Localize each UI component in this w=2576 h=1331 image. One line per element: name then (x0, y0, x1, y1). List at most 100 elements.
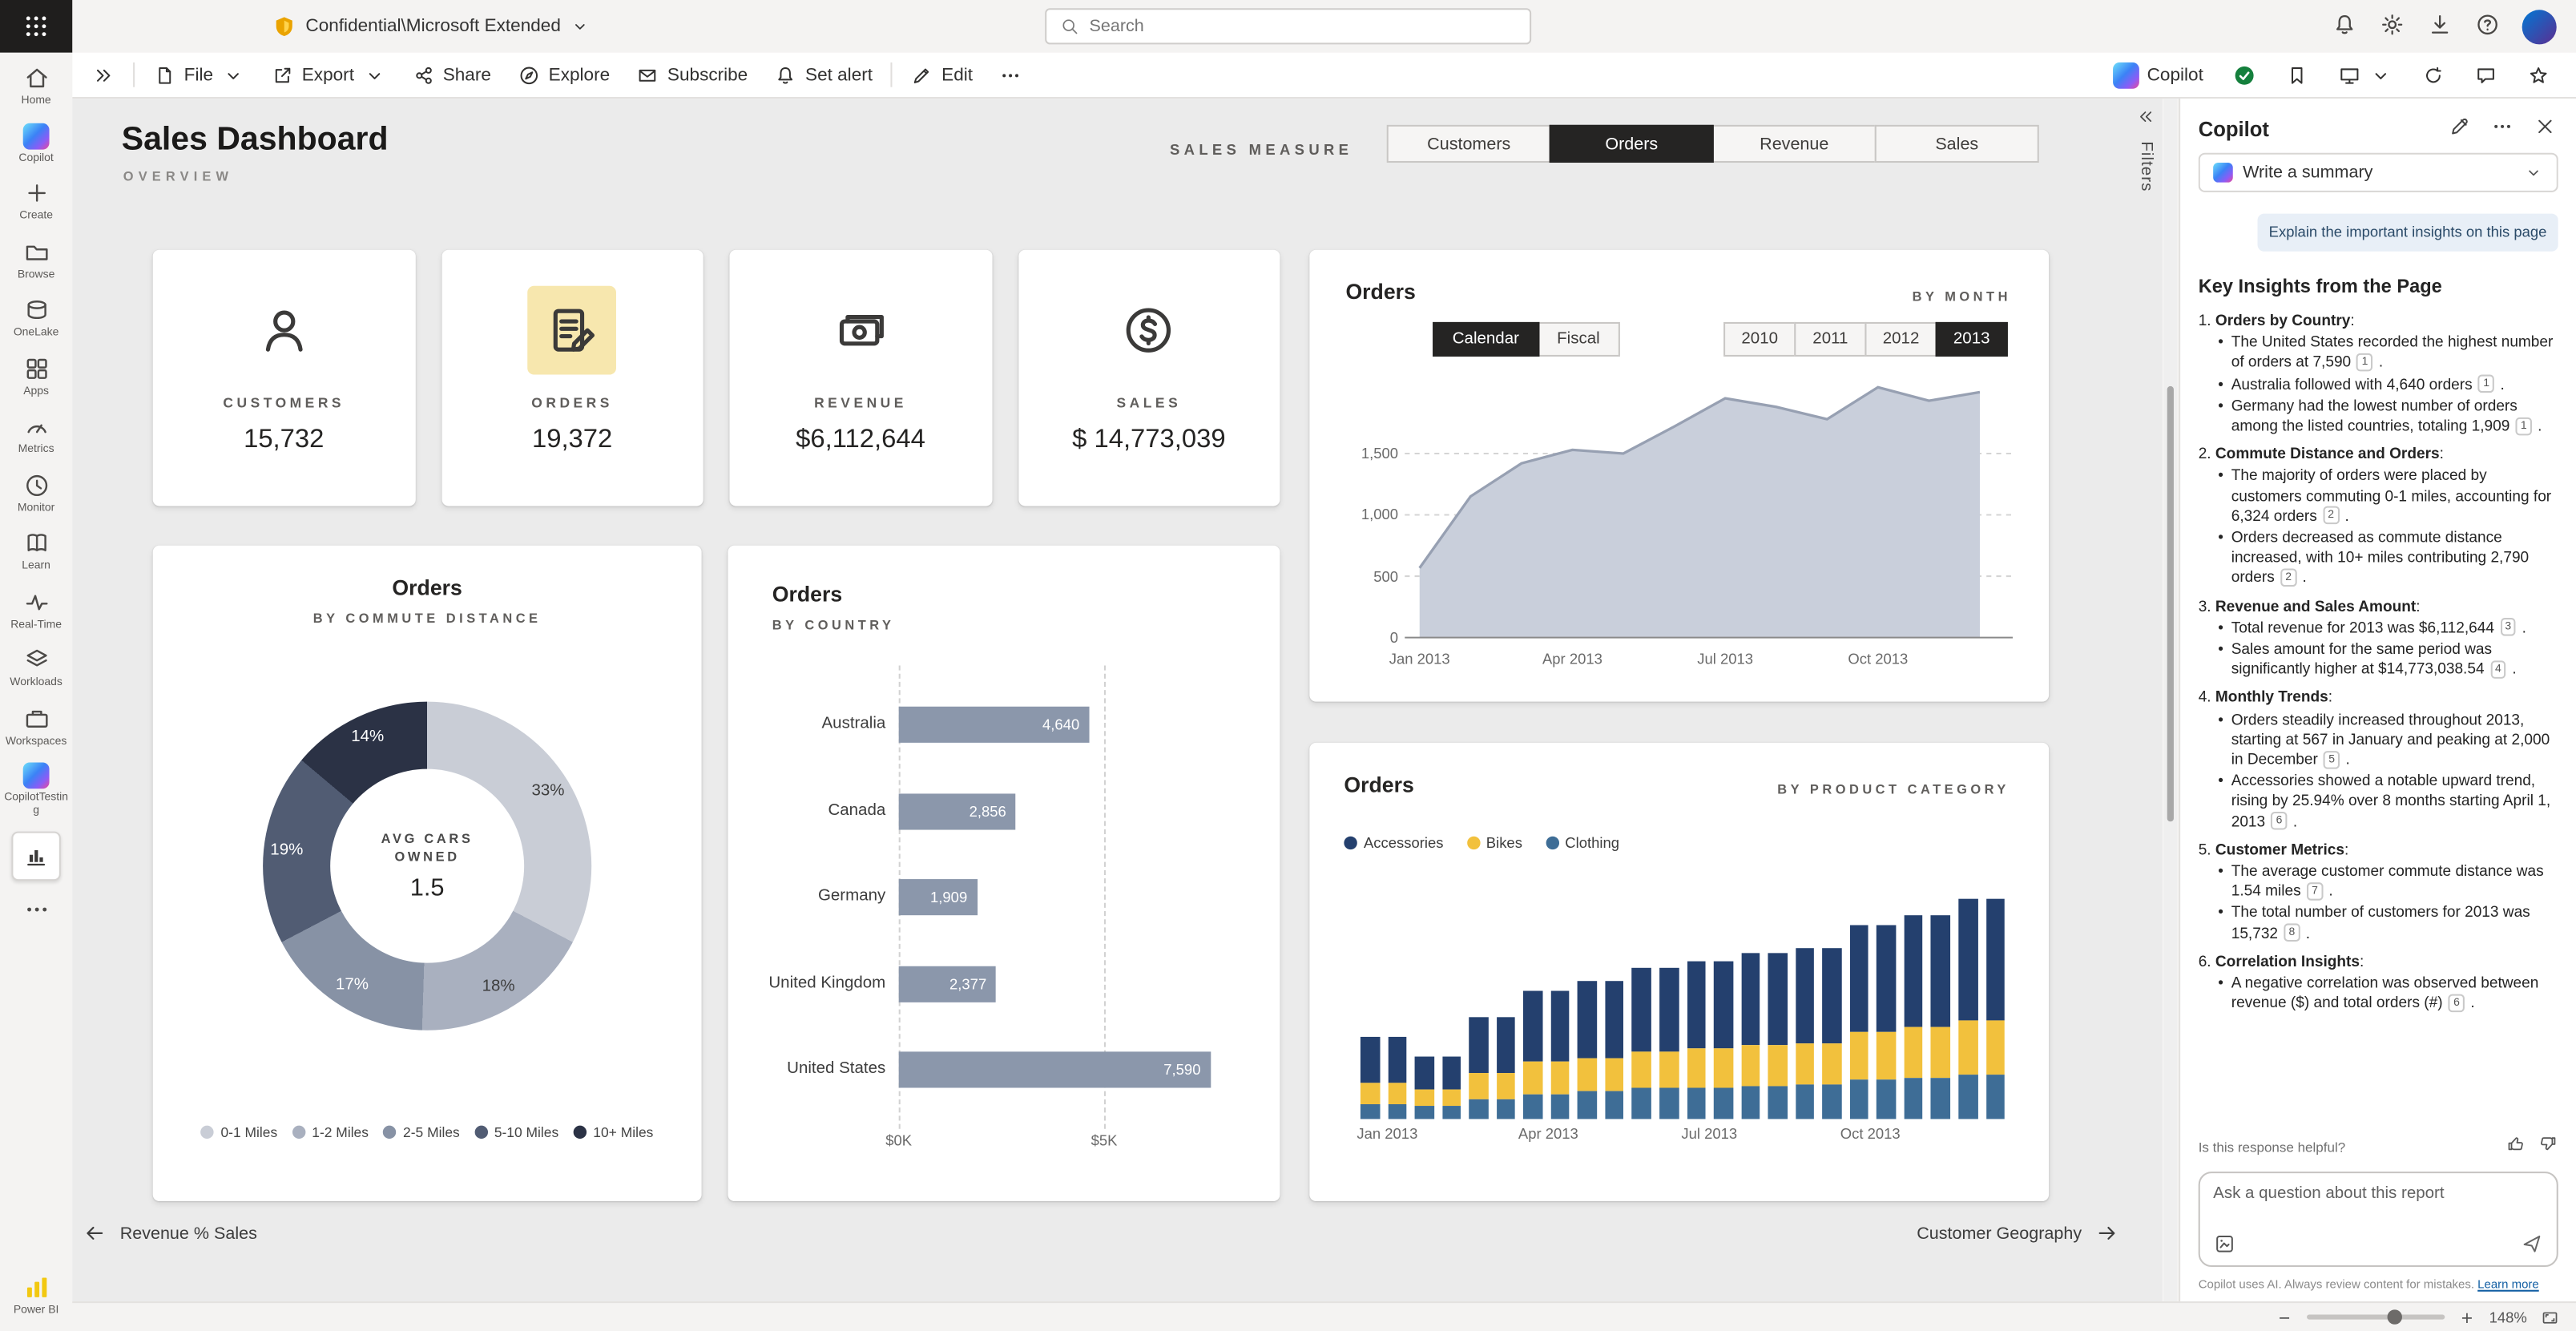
stacked-column[interactable] (1931, 915, 1951, 1119)
sidebar-item-copilot[interactable]: Copilot (0, 116, 72, 173)
sidebar-item-metrics[interactable]: Metrics (0, 405, 72, 464)
download-button[interactable] (2427, 10, 2453, 42)
notifications-button[interactable] (2332, 10, 2358, 42)
citation-chip[interactable]: 6 (2448, 994, 2465, 1012)
citation-chip[interactable]: 1 (2478, 374, 2495, 393)
measure-button-sales[interactable]: Sales (1874, 124, 2039, 163)
year-button-2013[interactable]: 2013 (1935, 321, 2008, 357)
search-input[interactable] (1089, 16, 1517, 37)
thumbs-down-button[interactable] (2538, 1134, 2558, 1159)
year-button-2010[interactable]: 2010 (1723, 321, 1796, 357)
citation-chip[interactable]: 2 (2280, 568, 2297, 587)
presence-badge[interactable] (2219, 53, 2269, 97)
bookmarks-button[interactable] (2272, 53, 2322, 97)
canvas-scrollbar[interactable] (2163, 99, 2178, 1302)
suggestion-chip[interactable]: Explain the important insights on this p… (2257, 213, 2558, 252)
copilot-more-button[interactable] (2489, 113, 2516, 144)
citation-chip[interactable]: 8 (2284, 923, 2300, 942)
stacked-column[interactable] (1740, 953, 1760, 1119)
zoom-slider[interactable] (2306, 1309, 2445, 1324)
commute-distance-donut[interactable]: 33% 18% 17% 19% 14% (263, 701, 592, 1031)
stacked-column[interactable] (1523, 990, 1543, 1119)
stacked-column[interactable] (1904, 915, 1924, 1119)
citation-chip[interactable]: 6 (2271, 812, 2288, 830)
citation-chip[interactable]: 3 (2500, 618, 2517, 637)
period-button-calendar[interactable]: Calendar (1433, 321, 1539, 357)
send-icon[interactable] (2521, 1232, 2544, 1256)
citation-chip[interactable]: 5 (2324, 750, 2340, 768)
edit-button[interactable]: Edit (897, 53, 986, 97)
year-button-2011[interactable]: 2011 (1794, 321, 1867, 357)
scrollbar-thumb[interactable] (2167, 385, 2174, 822)
copilot-close-button[interactable] (2532, 113, 2558, 144)
thumbs-up-button[interactable] (2505, 1134, 2526, 1159)
stacked-column[interactable] (1360, 1037, 1380, 1119)
stacked-column[interactable] (1795, 948, 1815, 1119)
learn-more-link[interactable]: Learn more (2477, 1277, 2539, 1292)
help-button[interactable] (2474, 10, 2501, 42)
bar-germany[interactable]: 1,909 (898, 879, 978, 916)
export-menu[interactable]: Export (257, 53, 398, 97)
waffle-menu-button[interactable] (0, 0, 73, 53)
product-stacked-chart[interactable] (1360, 889, 2005, 1119)
zoom-slider-thumb[interactable] (2386, 1309, 2402, 1324)
report-title-tab[interactable]: Confidential\Microsoft Extended (272, 14, 590, 38)
view-menu[interactable] (2325, 53, 2405, 97)
stacked-column[interactable] (1877, 925, 1897, 1119)
orders-by-month-chart[interactable] (1309, 250, 2049, 702)
filters-pane-collapsed[interactable]: Filters (2133, 107, 2159, 192)
stacked-column[interactable] (1687, 961, 1706, 1119)
copilot-question-input[interactable] (2213, 1184, 2544, 1224)
stacked-column[interactable] (1714, 961, 1733, 1119)
write-summary-card[interactable]: Write a summary (2198, 152, 2558, 192)
sidebar-item-real-time[interactable]: Real-Time (0, 581, 72, 639)
sidebar-item-browse[interactable]: Browse (0, 231, 72, 289)
sidebar-item-learn[interactable]: Learn (0, 522, 72, 581)
bar-canada[interactable]: 2,856 (898, 793, 1017, 829)
stacked-column[interactable] (1496, 1017, 1516, 1119)
stacked-column[interactable] (1414, 1056, 1434, 1119)
bar-united-kingdom[interactable]: 2,377 (898, 965, 997, 1002)
sidebar-item-copilot-testing[interactable]: CopilotTesting (0, 756, 72, 825)
more-options-button[interactable] (986, 53, 1035, 97)
citation-chip[interactable]: 2 (2323, 506, 2340, 525)
bar-australia[interactable]: 4,640 (898, 706, 1090, 743)
sidebar-item-apps[interactable]: Apps (0, 348, 72, 406)
sidebar-item-create[interactable]: Create (0, 172, 72, 231)
next-page-link[interactable]: Customer Geography (1917, 1221, 2119, 1246)
user-avatar[interactable] (2522, 9, 2557, 44)
stacked-column[interactable] (1578, 981, 1598, 1119)
share-button[interactable]: Share (398, 53, 504, 97)
prev-page-link[interactable]: Revenue % Sales (83, 1221, 257, 1246)
new-chat-button[interactable] (2446, 113, 2473, 144)
citation-chip[interactable]: 7 (2306, 881, 2324, 901)
sidebar-item-monitor[interactable]: Monitor (0, 464, 72, 522)
sidebar-item-workspaces[interactable]: Workspaces (0, 697, 72, 756)
zoom-out-button[interactable]: − (2276, 1307, 2294, 1327)
stacked-column[interactable] (1605, 981, 1624, 1119)
stacked-column[interactable] (1958, 898, 1978, 1119)
stacked-column[interactable] (1659, 968, 1679, 1119)
subscribe-button[interactable]: Subscribe (623, 53, 761, 97)
sidebar-item-home[interactable]: Home (0, 58, 72, 116)
stacked-column[interactable] (1550, 990, 1570, 1119)
refresh-button[interactable] (2409, 53, 2458, 97)
copilot-input-box[interactable] (2198, 1172, 2558, 1268)
stacked-column[interactable] (1822, 948, 1842, 1119)
stacked-column[interactable] (1469, 1017, 1489, 1119)
measure-button-customers[interactable]: Customers (1386, 124, 1551, 163)
set-alert-button[interactable]: Set alert (761, 53, 886, 97)
citation-chip[interactable]: 1 (2515, 416, 2532, 435)
settings-button[interactable] (2379, 10, 2405, 42)
favorite-button[interactable] (2514, 53, 2563, 97)
expand-pane-button[interactable] (79, 53, 128, 97)
stacked-column[interactable] (1849, 925, 1869, 1119)
copilot-toolbar-button[interactable]: Copilot (2099, 53, 2216, 97)
stacked-column[interactable] (1632, 968, 1651, 1119)
stacked-column[interactable] (1441, 1056, 1461, 1119)
citation-chip[interactable]: 4 (2489, 659, 2506, 679)
file-menu[interactable]: File (139, 53, 257, 97)
sidebar-item-more[interactable] (0, 889, 72, 931)
period-button-fiscal[interactable]: Fiscal (1537, 321, 1620, 357)
zoom-in-button[interactable]: + (2458, 1307, 2477, 1327)
